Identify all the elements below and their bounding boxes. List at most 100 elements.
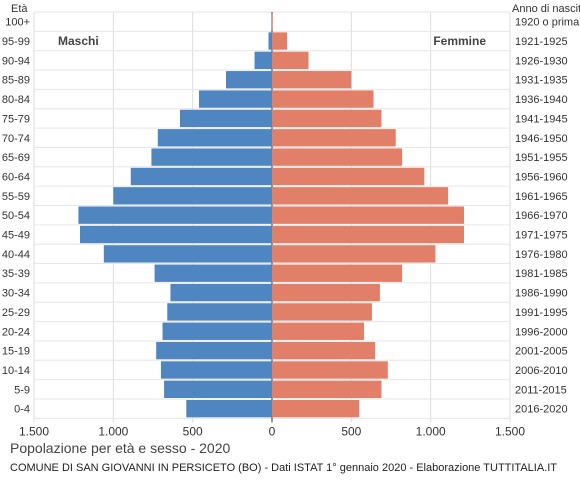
bar-femmine	[272, 187, 449, 205]
chart-subtitle: COMUNE DI SAN GIOVANNI IN PERSICETO (BO)…	[10, 462, 558, 474]
bar-maschi	[199, 90, 272, 108]
age-label: 70-74	[2, 133, 30, 145]
age-label: 100+	[5, 17, 30, 29]
bar-maschi	[179, 109, 272, 128]
birth-year-label: 1981-1985	[515, 268, 568, 280]
bar-femmine	[272, 71, 352, 89]
bar-femmine	[272, 225, 464, 244]
bar-femmine	[272, 283, 380, 302]
age-label: 50-54	[2, 210, 30, 222]
bar-maschi	[151, 148, 272, 166]
bar-maschi	[170, 283, 272, 302]
bars-layer	[78, 13, 464, 418]
birth-year-label: 1986-1990	[515, 288, 568, 300]
age-label: 5-9	[14, 384, 30, 396]
bar-maschi	[78, 206, 272, 224]
birth-year-label: 2001-2005	[515, 346, 568, 358]
bar-maschi	[113, 187, 272, 205]
birth-year-label: 2016-2020	[515, 404, 568, 416]
birth-year-label: 1920 o prima	[515, 17, 580, 29]
bar-maschi	[254, 51, 272, 70]
age-label: 75-79	[2, 113, 30, 125]
grid-layer	[33, 11, 511, 423]
bar-femmine	[272, 245, 436, 263]
bar-femmine	[272, 13, 273, 31]
birth-year-label: 1931-1935	[515, 75, 568, 87]
bar-femmine	[272, 206, 464, 224]
bar-femmine	[272, 148, 403, 166]
birth-year-label: 2011-2015	[515, 384, 567, 396]
x-tick-label: 500	[183, 424, 203, 438]
age-label: 65-69	[2, 152, 30, 164]
labels-layer: 1.500 1.000 500 0 500 1.000 1.500 100+ 1920 o pr…	[2, 17, 580, 439]
age-label: 30-34	[2, 288, 30, 300]
bar-maschi	[156, 341, 272, 360]
bar-maschi	[164, 380, 272, 398]
age-label: 90-94	[2, 55, 30, 67]
bar-femmine	[272, 264, 403, 282]
age-label: 95-99	[2, 36, 30, 48]
birth-year-label: 1991-1995	[515, 307, 568, 319]
birth-year-label: 1936-1940	[515, 94, 568, 106]
bar-maschi	[162, 322, 272, 340]
birth-year-label: 2006-2010	[515, 365, 568, 377]
bar-femmine	[272, 51, 309, 70]
age-label: 40-44	[2, 249, 30, 261]
birth-year-label: 1951-1955	[515, 152, 568, 164]
bar-femmine	[272, 400, 360, 418]
birth-year-label: 1921-1925	[515, 36, 568, 48]
x-tick-label: 1.000	[416, 424, 446, 438]
age-label: 80-84	[2, 94, 30, 106]
bar-maschi	[268, 32, 272, 50]
bar-femmine	[272, 129, 396, 147]
bar-femmine	[272, 341, 376, 360]
age-label: 20-24	[2, 326, 30, 338]
x-tick-label: 1.500	[495, 424, 525, 438]
birth-year-label: 1956-1960	[515, 171, 568, 183]
bar-maschi	[186, 400, 272, 418]
legend-maschi: Maschi	[58, 34, 99, 48]
bar-femmine	[272, 322, 365, 340]
bar-maschi	[160, 361, 272, 379]
birth-year-label: 1961-1965	[515, 191, 568, 203]
bar-maschi	[225, 71, 272, 89]
bar-femmine	[272, 303, 372, 321]
bar-femmine	[272, 90, 374, 108]
bar-maschi	[157, 129, 272, 147]
age-label: 85-89	[2, 75, 30, 87]
bar-maschi	[80, 225, 272, 244]
x-tick-label: 1.000	[98, 424, 128, 438]
right-axis-title: Anno di nascita	[512, 3, 580, 15]
age-label: 15-19	[2, 346, 30, 358]
bar-maschi	[130, 167, 272, 186]
age-label: 60-64	[2, 171, 30, 183]
bar-femmine	[272, 361, 388, 379]
bar-maschi	[167, 303, 272, 321]
birth-year-label: 1941-1945	[515, 113, 568, 125]
age-label: 35-39	[2, 268, 30, 280]
birth-year-label: 1996-2000	[515, 326, 568, 338]
x-tick-label: 500	[341, 424, 361, 438]
age-label: 25-29	[2, 307, 30, 319]
x-tick-label: 0	[269, 424, 276, 438]
left-axis-title: Età	[11, 3, 28, 15]
chart-title: Popolazione per età e sesso - 2020	[10, 440, 231, 456]
bar-maschi	[103, 245, 273, 263]
age-label: 10-14	[2, 365, 30, 377]
x-tick-label: 1.500	[19, 424, 49, 438]
age-label: 45-49	[2, 230, 30, 242]
bar-femmine	[272, 32, 288, 50]
bar-maschi	[154, 264, 272, 282]
bar-femmine	[272, 109, 382, 128]
age-label: 0-4	[14, 404, 30, 416]
birth-year-label: 1946-1950	[515, 133, 568, 145]
birth-year-label: 1926-1930	[515, 55, 568, 67]
bar-femmine	[272, 380, 382, 398]
bar-femmine	[272, 167, 425, 186]
birth-year-label: 1966-1970	[515, 210, 568, 222]
birth-year-label: 1976-1980	[515, 249, 568, 261]
legend-femmine: Femmine	[433, 34, 486, 48]
birth-year-label: 1971-1975	[515, 230, 568, 242]
population-pyramid-chart: 1.500 1.000 500 0 500 1.000 1.500 100+ 1920 o pr…	[2, 3, 580, 439]
age-label: 55-59	[2, 191, 30, 203]
